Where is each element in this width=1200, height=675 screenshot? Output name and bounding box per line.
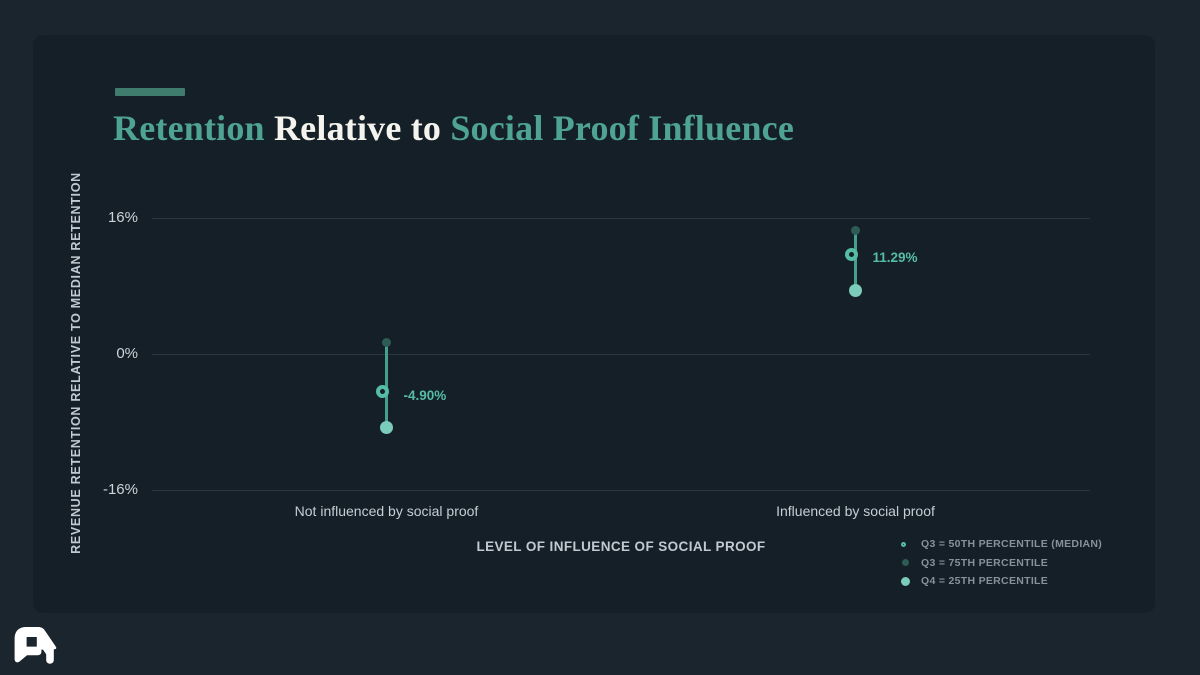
range-line bbox=[854, 230, 857, 291]
median-value-label: 11.29% bbox=[872, 250, 918, 266]
median-value-label: -4.90% bbox=[403, 387, 447, 403]
chart-card: Retention Relative to Social Proof Influ… bbox=[33, 35, 1155, 613]
median-ring bbox=[845, 247, 858, 261]
small-dark-dot bbox=[902, 559, 909, 567]
open-ring bbox=[901, 541, 906, 547]
p75-dot bbox=[382, 337, 391, 347]
title-accent-bar bbox=[115, 88, 185, 96]
chart-title-part: Retention bbox=[113, 108, 274, 148]
y-tick-label: 0% bbox=[116, 345, 138, 362]
open-ring-icon bbox=[901, 541, 921, 547]
legend-row: Q3 = 75TH PERCENTILE bbox=[901, 554, 1102, 573]
p25-dot bbox=[380, 420, 393, 434]
y-tick-label: -16% bbox=[102, 481, 138, 498]
x-axis-title: LEVEL OF INFLUENCE OF SOCIAL PROOF bbox=[476, 539, 766, 554]
range-line bbox=[385, 342, 388, 428]
legend-label: Q3 = 75TH PERCENTILE bbox=[921, 556, 1049, 569]
legend-label: Q3 = 50TH PERCENTILE (MEDIAN) bbox=[921, 538, 1103, 551]
legend-label: Q4 = 25TH PERCENTILE bbox=[921, 575, 1049, 588]
chart-title-part: Relative to bbox=[273, 108, 451, 148]
plot-area: 16% 0% -16% -4.90% Not influenced by social … bbox=[33, 35, 1155, 613]
light-dot bbox=[901, 576, 910, 586]
small-dark-dot-icon bbox=[901, 559, 921, 567]
p75-dot bbox=[851, 226, 860, 236]
light-dot-icon bbox=[901, 576, 921, 586]
chart-title: Retention Relative to Social Proof Influ… bbox=[113, 107, 794, 149]
p25-dot bbox=[849, 283, 862, 297]
chart-title-part: Social Proof Influence bbox=[450, 108, 795, 148]
x-category-label: Not influenced by social proof bbox=[294, 503, 479, 519]
chart-legend: Q3 = 50TH PERCENTILE (MEDIAN) Q3 = 75TH P… bbox=[901, 535, 1102, 591]
gridline-16% bbox=[152, 218, 1090, 219]
legend-row: Q3 = 50TH PERCENTILE (MEDIAN) bbox=[901, 535, 1102, 554]
gridline-0% bbox=[152, 354, 1090, 355]
logo-mark bbox=[14, 627, 57, 664]
y-tick-label: 16% bbox=[107, 209, 138, 226]
legend-row: Q4 = 25TH PERCENTILE bbox=[901, 572, 1102, 591]
median-ring bbox=[376, 385, 389, 399]
gridline--16% bbox=[152, 490, 1090, 491]
x-category-label: Influenced by social proof bbox=[776, 503, 935, 519]
